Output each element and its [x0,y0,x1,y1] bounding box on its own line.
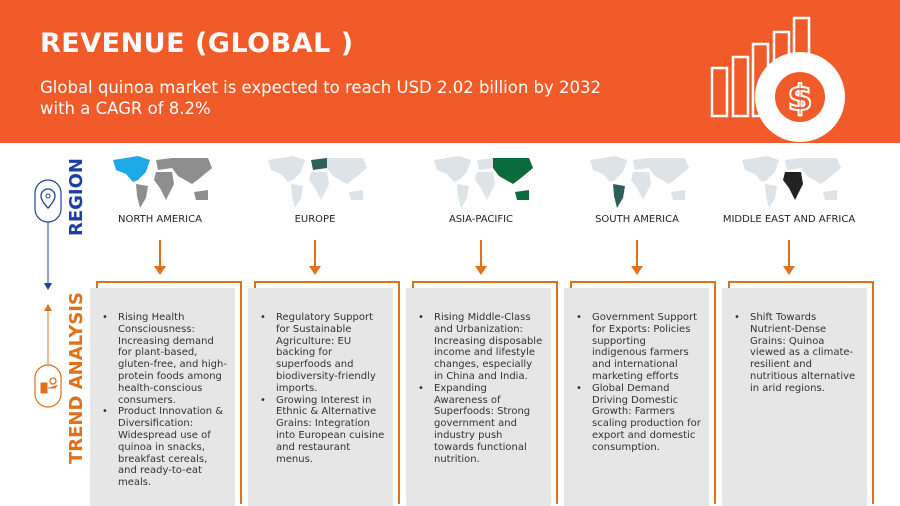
map-oceania [823,190,837,200]
down-arrow [636,240,638,268]
map-asia [172,158,212,184]
world-map-2 [434,156,533,208]
trend-item: Growing Interest in Ethnic & Alternative… [260,395,385,466]
trend-box: Government Support for Exports: Policies… [564,288,709,506]
map-south-america [457,184,469,208]
map-south-america [613,184,625,208]
world-map-0 [113,156,212,208]
map-asia [493,158,533,184]
region-axis-label: REGION [66,158,87,236]
svg-text:$: $ [787,78,812,119]
map-europe [477,158,493,170]
trend-analysis-axis-label: TREND ANALYSIS [66,292,87,464]
revenue-bar-chart-dollar-icon: $ [710,16,845,142]
region-label: ASIA-PACIFIC [448,214,514,225]
world-map-3 [590,156,689,208]
down-arrow [788,240,790,268]
map-north-america [268,156,305,182]
trend-item: Product Innovation & Diversification: Wi… [102,406,227,489]
hand-growth-icon [34,364,62,408]
map-europe [311,158,327,170]
region-label: NORTH AMERICA [118,214,202,225]
side-timeline [34,179,62,408]
trend-item: Expanding Awareness of Superfoods: Stron… [418,383,543,466]
down-arrow [480,240,482,268]
trend-item: Global Demand Driving Domestic Growth: F… [576,383,701,454]
region-label: MIDDLE EAST AND AFRICA [722,214,856,225]
map-europe [156,158,172,170]
trend-item: Regulatory Support for Sustainable Agric… [260,312,385,395]
trend-item: Shift Towards Nutrient-Dense Grains: Qui… [734,312,859,395]
trend-item: Government Support for Exports: Policies… [576,312,701,383]
arrowhead [154,266,166,275]
map-africa [154,172,174,200]
map-africa [309,172,329,200]
trend-item: Rising Health Consciousness: Increasing … [102,312,227,406]
map-europe [633,158,649,170]
map-europe [785,158,801,170]
trend-box: Rising Health Consciousness: Increasing … [90,288,235,506]
trend-box: Regulatory Support for Sustainable Agric… [248,288,393,506]
arrowhead [783,266,795,275]
map-africa [475,172,495,200]
trend-box: Shift Towards Nutrient-Dense Grains: Qui… [722,288,867,506]
map-asia [649,158,689,184]
arrowhead [475,266,487,275]
trend-box: Rising Middle-Class and Urbanization: In… [406,288,551,506]
map-north-america [742,156,779,182]
down-arrow [159,240,161,268]
region-label: EUROPE [294,214,336,225]
map-north-america [434,156,471,182]
location-pin-icon [34,179,62,223]
trend-item: Rising Middle-Class and Urbanization: In… [418,312,543,383]
map-asia [327,158,367,184]
down-arrow [314,240,316,268]
map-south-america [765,184,777,208]
world-map-4 [742,156,841,208]
map-oceania [194,190,208,200]
map-oceania [515,190,529,200]
map-south-america [291,184,303,208]
arrowhead [309,266,321,275]
market-summary: Global quinoa market is expected to reac… [40,78,602,118]
arrowhead [631,266,643,275]
world-map-1 [268,156,367,208]
region-label: SOUTH AMERICA [595,214,679,225]
map-africa [783,172,803,200]
map-south-america [136,184,148,208]
map-oceania [671,190,685,200]
page-title: REVENUE (GLOBAL ) [40,28,354,59]
map-asia [801,158,841,184]
map-oceania [349,190,363,200]
header-banner: REVENUE (GLOBAL ) Global quinoa market i… [0,0,900,143]
map-africa [631,172,651,200]
map-north-america [590,156,627,182]
map-north-america [113,156,150,182]
